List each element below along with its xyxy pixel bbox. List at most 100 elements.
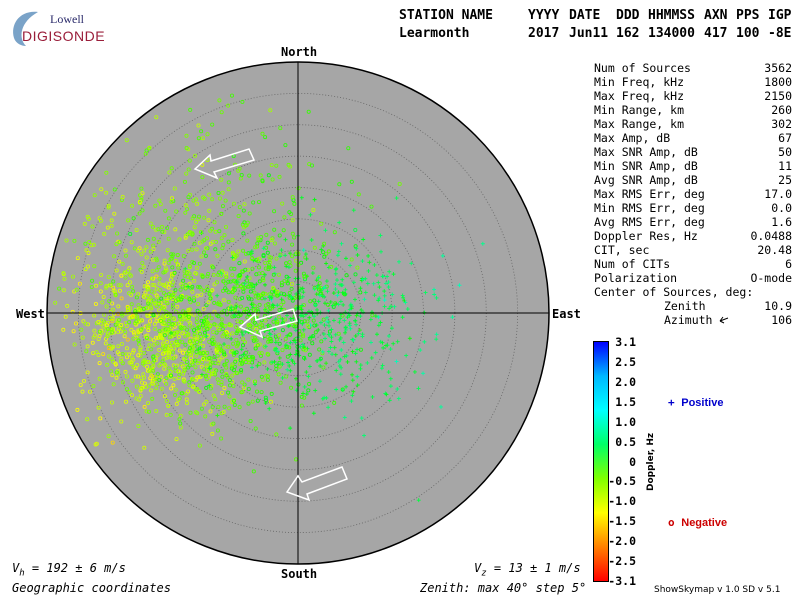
source-point-positive [222, 342, 227, 347]
source-point-negative [171, 350, 176, 355]
source-point-negative [187, 383, 192, 388]
source-point-positive [379, 249, 384, 254]
source-point-negative [96, 319, 101, 324]
source-point-positive [338, 372, 343, 377]
source-point-negative [188, 276, 193, 281]
source-point-negative [192, 225, 197, 230]
source-point-negative [124, 138, 129, 143]
source-point-negative [246, 386, 251, 391]
source-point-positive [386, 280, 391, 285]
source-point-negative [184, 397, 189, 402]
source-point-positive [316, 327, 321, 332]
source-point-positive [376, 298, 381, 303]
source-point-positive [339, 283, 344, 288]
source-point-negative [251, 200, 256, 205]
source-point-positive [316, 299, 321, 304]
source-point-negative [287, 332, 292, 337]
source-point-positive [267, 406, 272, 411]
source-point-negative [120, 313, 125, 318]
source-point-negative [336, 331, 341, 336]
header-value-pps: 100 [736, 26, 760, 41]
source-point-positive [388, 376, 393, 381]
source-point-negative [157, 198, 162, 203]
source-point-negative [212, 355, 217, 360]
source-point-negative [212, 371, 217, 376]
source-point-positive [450, 315, 455, 320]
source-point-positive [346, 311, 351, 316]
source-point-negative [206, 356, 211, 361]
source-point-negative [85, 214, 90, 219]
source-point-positive [280, 362, 285, 367]
source-point-positive [309, 238, 314, 243]
source-point-positive [300, 342, 305, 347]
source-point-negative [210, 404, 215, 409]
source-point-negative [106, 345, 111, 350]
source-point-positive [286, 360, 291, 365]
source-point-negative [197, 389, 202, 394]
source-point-negative [106, 274, 111, 279]
source-point-negative [195, 335, 200, 340]
vertical-velocity: Vz = 13 ± 1 m/s [474, 561, 581, 578]
source-point-negative [129, 355, 134, 360]
source-point-negative [162, 366, 167, 371]
source-point-negative [237, 405, 242, 410]
source-point-negative [109, 218, 114, 223]
source-point-positive [293, 352, 298, 357]
stat-row: Min Range, km 260 [594, 103, 792, 117]
source-point-negative [241, 208, 246, 213]
source-point-negative [82, 378, 87, 383]
source-point-negative [148, 319, 153, 324]
source-point-positive [316, 275, 321, 280]
source-point-positive [376, 323, 381, 328]
source-point-negative [269, 255, 274, 260]
source-point-negative [199, 292, 204, 297]
stat-value: 20.48 [757, 243, 792, 257]
source-point-negative [92, 328, 97, 333]
source-point-negative [230, 314, 235, 319]
stat-value: 1.6 [771, 215, 792, 229]
source-point-negative [283, 143, 288, 148]
source-point-negative [120, 261, 125, 266]
vh-sub: h [19, 568, 25, 579]
source-point-negative [237, 261, 242, 266]
source-point-negative [120, 327, 125, 332]
source-point-negative [255, 307, 260, 312]
source-point-negative [219, 382, 224, 387]
source-point-negative [220, 355, 225, 360]
source-point-negative [185, 207, 190, 212]
source-point-negative [107, 354, 112, 359]
source-point-negative [219, 317, 224, 322]
source-point-negative [107, 315, 112, 320]
source-point-positive [351, 389, 356, 394]
source-point-negative [194, 353, 199, 358]
source-point-negative [237, 205, 242, 210]
source-point-negative [183, 286, 188, 291]
source-point-positive [374, 273, 379, 278]
source-point-negative [91, 383, 96, 388]
doppler-colorbar [593, 341, 609, 582]
source-point-negative [317, 347, 322, 352]
source-point-negative [240, 99, 245, 104]
source-point-negative [182, 379, 187, 384]
source-point-negative [153, 326, 158, 331]
source-point-negative [248, 315, 253, 320]
source-point-positive [380, 363, 385, 368]
source-point-negative [255, 241, 260, 246]
source-point-positive [337, 320, 342, 325]
source-point-negative [173, 227, 178, 232]
source-point-positive [283, 253, 288, 258]
source-point-negative [277, 233, 282, 238]
header-label-igp: IGP [768, 8, 792, 23]
source-point-negative [251, 355, 256, 360]
source-point-positive [334, 301, 339, 306]
source-point-positive [339, 365, 344, 370]
source-point-negative [136, 353, 141, 358]
source-point-negative [224, 330, 229, 335]
source-point-negative [160, 351, 165, 356]
source-point-negative [203, 253, 208, 258]
source-point-negative [156, 227, 161, 232]
source-point-negative [221, 242, 226, 247]
source-point-negative [157, 276, 162, 281]
source-point-negative [177, 396, 182, 401]
source-point-positive [347, 321, 352, 326]
